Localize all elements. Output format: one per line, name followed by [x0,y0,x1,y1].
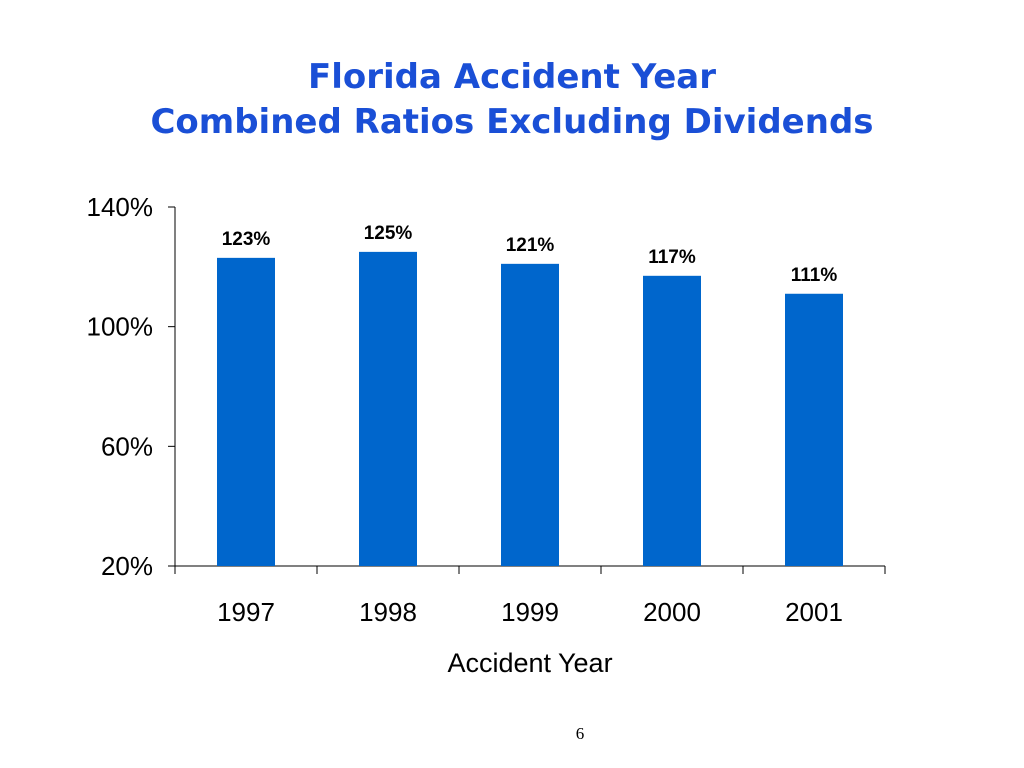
title-line-1: Florida Accident Year [307,57,717,97]
y-tick-label: 20% [101,551,153,581]
x-tick-label: 2001 [785,597,843,627]
x-axis: 1997 1998 1999 2000 2001 [174,565,886,627]
y-axis: 20% 60% 100% 140% [87,192,176,581]
data-label: 125% [364,223,413,244]
slide-title: Florida Accident Year Combined Ratios Ex… [0,55,1024,145]
title-line-2: Combined Ratios Excluding Dividends [150,102,874,142]
bars [217,251,843,566]
bar [785,293,843,566]
bar [217,257,275,566]
y-tick-label: 140% [87,192,154,222]
data-labels: 123% 125% 121% 117% 111% [222,223,838,286]
data-label: 121% [506,235,555,256]
data-label: 111% [791,265,838,286]
bar [359,251,417,566]
data-label: 117% [648,247,696,268]
y-tick-label: 60% [101,431,153,461]
bar [501,263,559,566]
bar [643,275,701,566]
x-tick-label: 1997 [217,597,275,627]
data-label: 123% [222,229,271,250]
x-axis-title: Accident Year [447,648,612,678]
x-tick-label: 1998 [359,597,417,627]
y-tick-label: 100% [87,312,154,342]
page-number: 6 [575,724,585,743]
x-tick-label: 2000 [643,597,701,627]
x-tick-label: 1999 [501,597,559,627]
